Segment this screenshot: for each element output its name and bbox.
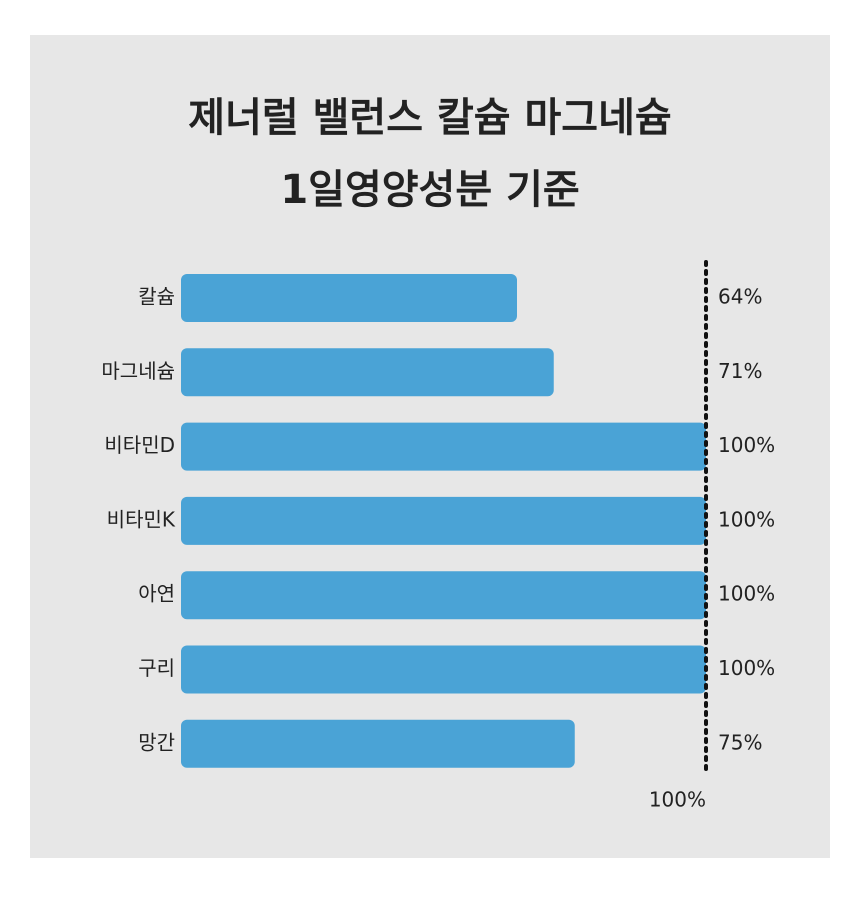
value-label: 100% [718,433,775,457]
value-label: 100% [718,656,775,680]
chart-title: 제너럴 밸런스 칼슘 마그네슘 [188,95,671,141]
value-label: 75% [718,730,762,754]
value-label: 64% [718,285,762,309]
bar [181,645,706,694]
chart-title: 1일영양성분 기준 [280,167,579,213]
bar [181,274,517,322]
y-tick-label: 칼슘 [138,285,175,309]
y-tick-label: 비타민K [107,507,176,531]
bar [181,496,706,545]
value-label: 71% [718,359,762,383]
value-label: 100% [718,582,775,606]
bar [181,348,554,397]
value-label: 100% [718,507,775,531]
y-tick-label: 비타민D [104,433,175,457]
reference-label: 100% [649,788,706,812]
bar [181,571,706,620]
y-tick-label: 마그네슘 [101,359,175,383]
y-tick-label: 구리 [138,656,175,680]
y-tick-label: 아연 [138,582,175,606]
bar [181,422,706,471]
y-tick-label: 망간 [138,730,175,754]
bar [181,719,575,768]
